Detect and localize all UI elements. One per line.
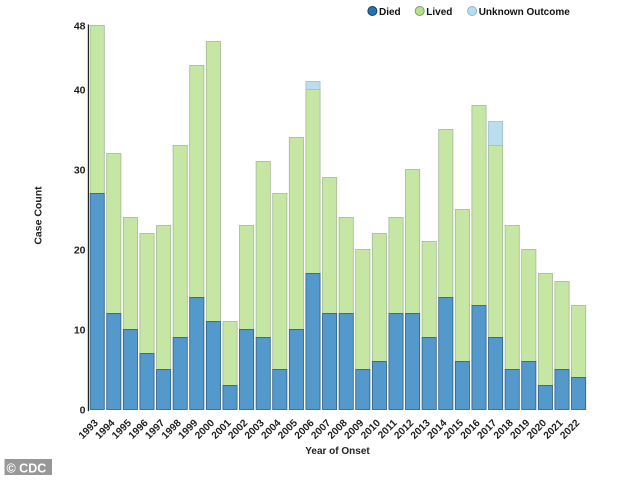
svg-text:0: 0 bbox=[80, 405, 86, 417]
svg-text:40: 40 bbox=[74, 85, 86, 97]
svg-text:Case Count: Case Count bbox=[33, 186, 45, 245]
svg-text:Died: Died bbox=[379, 7, 401, 18]
svg-text:Lived: Lived bbox=[426, 7, 452, 18]
svg-text:Year of Onset: Year of Onset bbox=[305, 446, 370, 457]
svg-text:10: 10 bbox=[74, 325, 86, 337]
svg-text:20: 20 bbox=[74, 245, 86, 257]
svg-text:Unknown Outcome: Unknown Outcome bbox=[479, 7, 571, 18]
svg-text:48: 48 bbox=[74, 21, 86, 33]
svg-text:© CDC: © CDC bbox=[7, 462, 47, 476]
svg-text:30: 30 bbox=[74, 165, 86, 177]
